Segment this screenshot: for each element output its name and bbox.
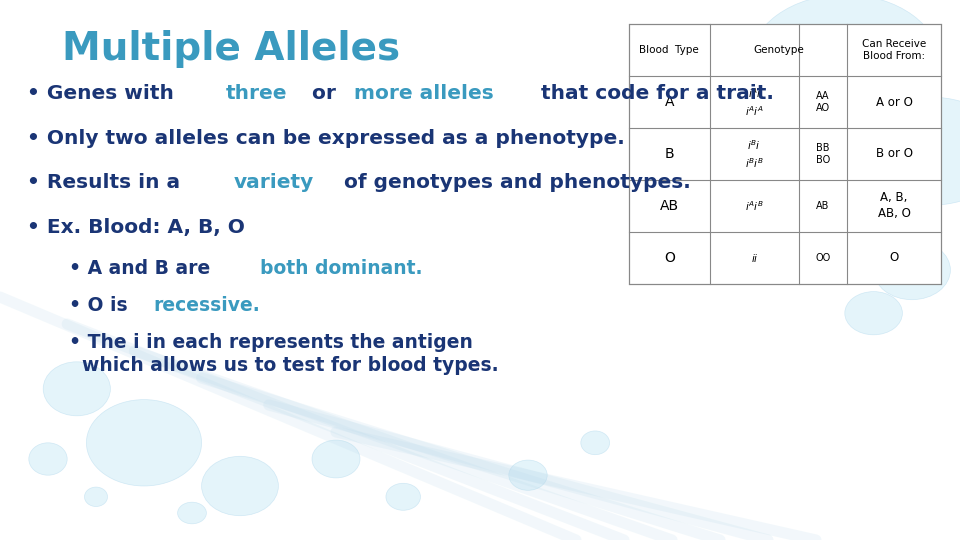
Ellipse shape bbox=[84, 487, 108, 507]
Text: O: O bbox=[664, 251, 675, 265]
Text: A, B,
AB, O: A, B, AB, O bbox=[877, 192, 910, 220]
Ellipse shape bbox=[845, 292, 902, 335]
Ellipse shape bbox=[86, 400, 202, 486]
Text: recessive.: recessive. bbox=[154, 296, 260, 315]
Text: OO: OO bbox=[815, 253, 830, 262]
Text: both dominant.: both dominant. bbox=[260, 259, 422, 278]
Text: more alleles: more alleles bbox=[353, 84, 493, 103]
Text: O: O bbox=[889, 251, 899, 264]
Ellipse shape bbox=[312, 440, 360, 478]
Text: Genotype: Genotype bbox=[754, 45, 804, 55]
Text: • O is: • O is bbox=[69, 296, 134, 315]
Text: • The i in each represents the antigen
  which allows us to test for blood types: • The i in each represents the antigen w… bbox=[69, 333, 499, 375]
Ellipse shape bbox=[787, 157, 864, 221]
Text: B: B bbox=[664, 147, 674, 161]
Text: $i^{A}i$
$i^{A}i^{A}$: $i^{A}i$ $i^{A}i^{A}$ bbox=[745, 86, 764, 118]
Text: • A and B are: • A and B are bbox=[69, 259, 217, 278]
Text: BB
BO: BB BO bbox=[816, 143, 830, 165]
Bar bbox=[629, 24, 941, 284]
Ellipse shape bbox=[874, 240, 950, 300]
Text: Blood  Type: Blood Type bbox=[639, 45, 699, 55]
Text: • Results in a: • Results in a bbox=[27, 173, 187, 192]
Ellipse shape bbox=[686, 135, 754, 189]
Ellipse shape bbox=[749, 0, 941, 135]
Text: $ii$: $ii$ bbox=[751, 252, 758, 264]
Text: • Only two alleles can be expressed as a phenotype.: • Only two alleles can be expressed as a… bbox=[27, 129, 625, 147]
Text: • Genes with: • Genes with bbox=[27, 84, 180, 103]
Text: B or O: B or O bbox=[876, 147, 913, 160]
Text: Multiple Alleles: Multiple Alleles bbox=[62, 30, 400, 68]
Text: three: three bbox=[226, 84, 287, 103]
Ellipse shape bbox=[835, 178, 931, 254]
Ellipse shape bbox=[854, 97, 960, 205]
Ellipse shape bbox=[710, 200, 749, 232]
Text: AB: AB bbox=[816, 201, 829, 211]
Text: of genotypes and phenotypes.: of genotypes and phenotypes. bbox=[337, 173, 691, 192]
Ellipse shape bbox=[741, 30, 776, 57]
Text: AA
AO: AA AO bbox=[816, 91, 830, 113]
Ellipse shape bbox=[202, 456, 278, 516]
Ellipse shape bbox=[509, 460, 547, 490]
Text: that code for a trait.: that code for a trait. bbox=[534, 84, 774, 103]
Text: AB: AB bbox=[660, 199, 679, 213]
Text: A or O: A or O bbox=[876, 96, 912, 109]
Ellipse shape bbox=[178, 502, 206, 524]
Text: A: A bbox=[664, 95, 674, 109]
Text: • Ex. Blood: A, B, O: • Ex. Blood: A, B, O bbox=[27, 218, 245, 237]
Ellipse shape bbox=[386, 483, 420, 510]
Text: $i^{B}i$
$i^{B}i^{B}$: $i^{B}i$ $i^{B}i^{B}$ bbox=[745, 138, 764, 170]
Ellipse shape bbox=[581, 431, 610, 455]
Ellipse shape bbox=[667, 62, 715, 100]
Text: variety: variety bbox=[233, 173, 314, 192]
Ellipse shape bbox=[43, 362, 110, 416]
Text: $i^{A}i^{B}$: $i^{A}i^{B}$ bbox=[745, 199, 764, 213]
Text: or: or bbox=[304, 84, 343, 103]
Ellipse shape bbox=[29, 443, 67, 475]
Ellipse shape bbox=[773, 221, 821, 265]
Text: Can Receive
Blood From:: Can Receive Blood From: bbox=[862, 39, 926, 61]
Ellipse shape bbox=[710, 76, 826, 162]
